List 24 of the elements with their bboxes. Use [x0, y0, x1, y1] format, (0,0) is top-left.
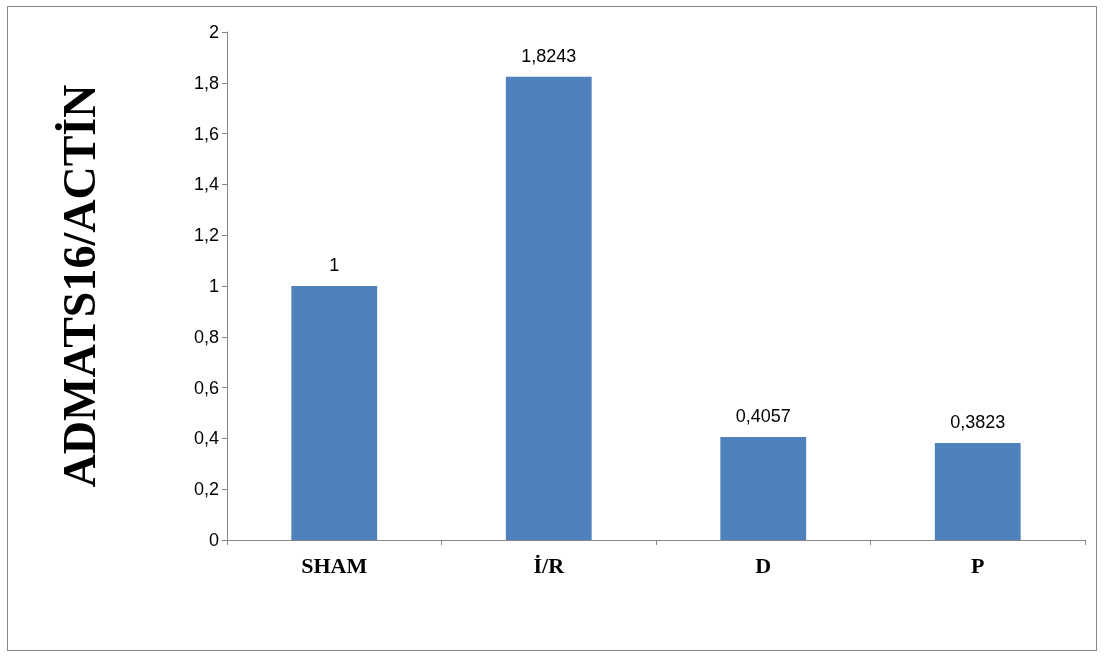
- data-label: 1: [329, 255, 340, 275]
- y-tick-label: 1: [208, 276, 219, 296]
- y-tick-label: 1,4: [193, 174, 219, 195]
- y-tick-label: 1,2: [193, 225, 219, 246]
- data-label: 0,3823: [950, 411, 1006, 432]
- data-label: 0,4057: [735, 405, 791, 426]
- data-label: 1,8243: [521, 45, 577, 66]
- bar: [505, 76, 592, 540]
- y-tick-label: 0,6: [193, 377, 219, 398]
- x-tick-label: P: [971, 552, 985, 578]
- y-tick-label: 0,4: [193, 428, 219, 449]
- bar: [291, 286, 378, 540]
- x-tick-label: İ/R: [533, 552, 566, 578]
- x-tick-label: D: [755, 552, 772, 578]
- y-tick-label: 0,2: [193, 479, 219, 500]
- y-axis-title: ADMATS16/ACTİN: [53, 84, 105, 488]
- y-tick-label: 0: [208, 530, 219, 550]
- y-tick-label: 1,6: [193, 123, 219, 144]
- y-tick-label: 1,8: [193, 72, 219, 93]
- y-tick-label: 0,8: [193, 326, 219, 347]
- x-tick-label: SHAM: [301, 552, 368, 578]
- bar: [720, 436, 807, 540]
- y-tick-label: 2: [208, 22, 219, 42]
- bar: [934, 442, 1021, 540]
